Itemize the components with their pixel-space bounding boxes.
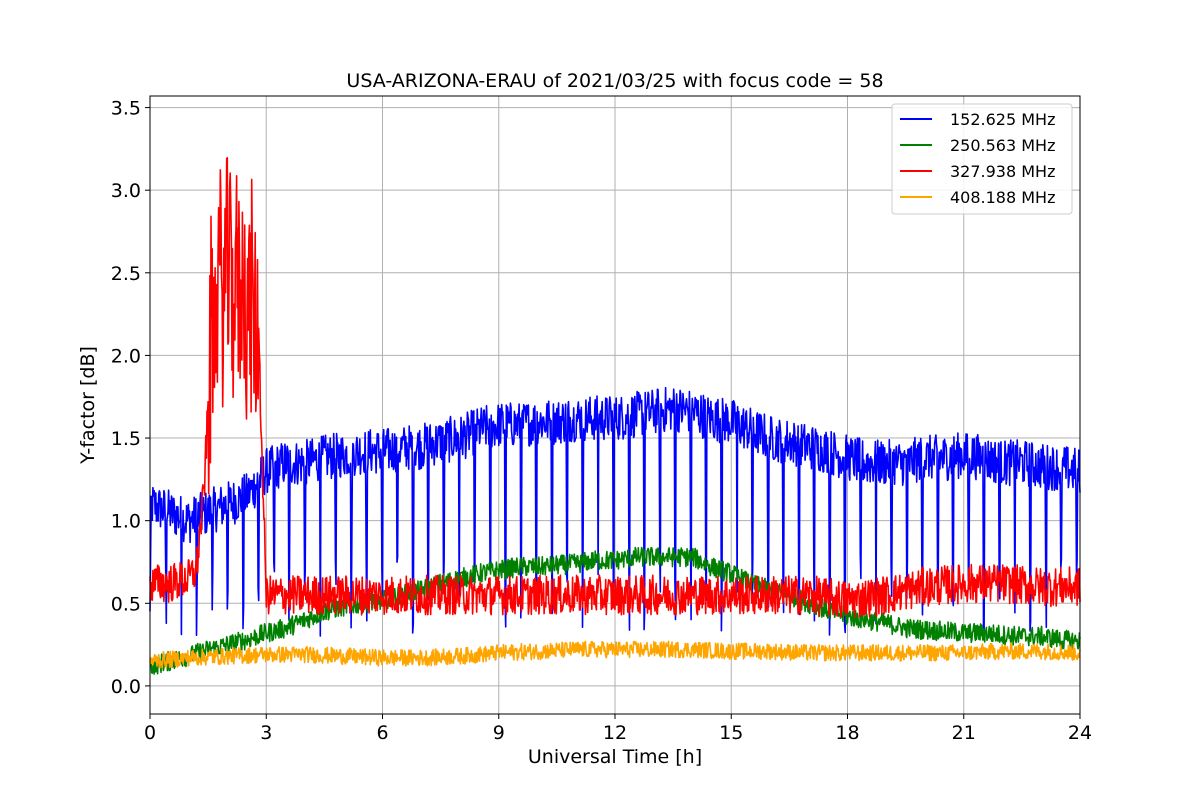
legend-label: 250.563 MHz bbox=[950, 136, 1055, 155]
x-tick-label: 9 bbox=[493, 722, 505, 744]
y-tick-label: 1.0 bbox=[111, 511, 141, 533]
x-tick-label: 0 bbox=[144, 722, 156, 744]
x-tick-label: 21 bbox=[952, 722, 976, 744]
series-line-3 bbox=[149, 157, 1081, 618]
y-axis-label: Y-factor [dB] bbox=[77, 346, 99, 465]
x-tick-label: 18 bbox=[835, 722, 859, 744]
y-tick-label: 3.0 bbox=[111, 180, 141, 202]
y-tick-label: 0.5 bbox=[111, 593, 141, 615]
y-tick-label: 0.0 bbox=[111, 676, 141, 698]
legend-label: 152.625 MHz bbox=[950, 110, 1055, 129]
x-tick-label: 3 bbox=[260, 722, 272, 744]
chart-title: USA-ARIZONA-ERAU of 2021/03/25 with focu… bbox=[346, 70, 883, 92]
legend-label: 327.938 MHz bbox=[950, 162, 1055, 181]
x-tick-label: 6 bbox=[376, 722, 388, 744]
series-line-1 bbox=[149, 386, 1081, 637]
legend: 152.625 MHz 250.563 MHz 327.938 MHz 408.188… bbox=[891, 103, 1073, 215]
x-tick-label: 24 bbox=[1068, 722, 1092, 744]
y-tick-label: 2.0 bbox=[111, 345, 141, 367]
legend-label: 408.188 MHz bbox=[950, 188, 1055, 207]
y-tick-label: 1.5 bbox=[111, 428, 141, 450]
x-axis-label: Universal Time [h] bbox=[528, 746, 702, 768]
series-line-2 bbox=[149, 546, 1081, 675]
axis-ticks: 0 3 6 9 12 15 18 21 24 0.0 0.5 1.0 1.5 2.0 2.5 3.0 3.5 bbox=[111, 98, 1092, 744]
x-tick-label: 12 bbox=[603, 722, 627, 744]
legend-box bbox=[891, 103, 1073, 215]
x-tick-label: 15 bbox=[719, 722, 743, 744]
plot-area bbox=[149, 157, 1081, 675]
series-line-4 bbox=[149, 640, 1081, 669]
y-tick-label: 3.5 bbox=[111, 98, 141, 120]
y-tick-label: 2.5 bbox=[111, 263, 141, 285]
